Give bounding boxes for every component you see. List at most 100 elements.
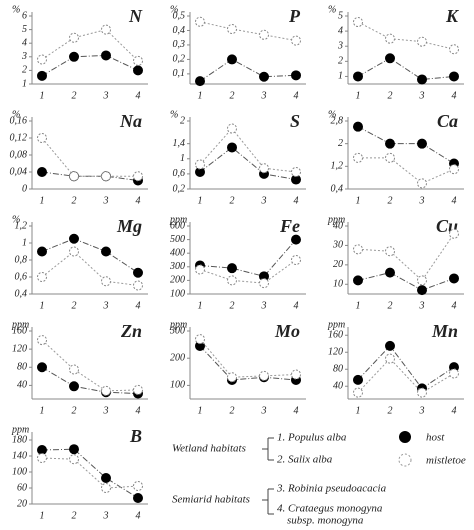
point: [37, 133, 47, 143]
point: [69, 233, 79, 244]
point: [227, 142, 237, 153]
point: [37, 246, 47, 257]
x-tick-label: 3: [419, 405, 425, 416]
x-tick-label: 3: [261, 300, 267, 311]
point: [227, 24, 237, 35]
point: [37, 54, 47, 65]
series-line: [41, 250, 139, 286]
y-tick-label: 0,4: [173, 25, 186, 36]
point: [133, 384, 143, 395]
point: [69, 381, 79, 392]
panel: % S 0,2 0,6 1 1,4 2 1 2 3 4: [170, 109, 306, 206]
legend-text: 4. Crataegus monogyna: [277, 503, 383, 515]
y-tick-label: 4: [338, 25, 343, 36]
panel-title: Mo: [274, 321, 300, 341]
x-tick-label: 1: [40, 90, 45, 101]
y-tick-label: 5: [22, 24, 27, 35]
panel-title: Fe: [279, 216, 300, 236]
point: [417, 74, 427, 85]
unit-label: ppm: [327, 319, 345, 330]
unit-label: %: [328, 109, 336, 120]
legend-text: Wetland habitats: [172, 443, 246, 455]
panel-title: P: [288, 6, 301, 26]
x-tick-label: 1: [356, 195, 361, 206]
series-line: [357, 126, 455, 164]
point: [227, 263, 237, 274]
series-line: [41, 238, 139, 274]
x-tick-label: 4: [452, 90, 457, 101]
point: [353, 121, 363, 132]
y-tick-label: 80: [17, 362, 27, 373]
point: [385, 152, 395, 163]
panel: ppm Mo 100 200 300 1 2 3 4: [169, 319, 306, 416]
y-tick-label: 140: [12, 450, 27, 461]
point: [133, 267, 143, 278]
panel: ppm Zn 40 80 120 160 1 2 3 4: [11, 319, 148, 416]
series-line: [357, 272, 455, 291]
series-line: [199, 239, 297, 277]
point: [195, 76, 205, 87]
panel: ppm B 20 60 100 140 180 1 2 3 4: [11, 424, 148, 521]
y-tick-label: 2,8: [331, 115, 344, 126]
point: [417, 275, 427, 286]
legend-text: Semiarid habitats: [172, 494, 250, 506]
unit-label: ppm: [11, 319, 29, 330]
y-tick-label: 10: [333, 279, 343, 290]
point: [449, 71, 459, 82]
point: [353, 17, 363, 28]
point: [449, 228, 459, 239]
y-tick-label: 2: [180, 115, 185, 126]
y-tick-label: 180: [12, 434, 27, 445]
point: [291, 167, 301, 177]
panel-title: S: [290, 111, 300, 131]
x-tick-label: 3: [261, 405, 267, 416]
y-tick-label: 0,6: [15, 271, 28, 282]
series-line: [41, 457, 139, 489]
y-tick-label: 20: [17, 498, 27, 509]
series-line: [357, 21, 455, 50]
unit-label: ppm: [327, 214, 345, 225]
series-line: [199, 127, 297, 173]
legend-text: host: [426, 432, 445, 444]
x-tick-label: 3: [419, 300, 425, 311]
point: [259, 278, 269, 289]
series-line: [358, 157, 455, 184]
panel-title: K: [445, 6, 460, 26]
point: [133, 55, 143, 66]
legend-text: 2. Salix alba: [277, 454, 333, 466]
x-tick-label: 2: [72, 300, 77, 311]
point: [133, 65, 143, 76]
unit-label: %: [170, 4, 178, 15]
y-tick-label: 200: [170, 352, 185, 363]
point: [259, 370, 269, 381]
unit-label: ppm: [169, 319, 187, 330]
legend: Wetland habitats Semiarid habitats 1. Po…: [172, 431, 466, 527]
y-tick-label: 0,4: [331, 183, 344, 194]
point: [259, 163, 269, 174]
point: [37, 362, 47, 373]
point: [195, 264, 205, 275]
y-tick-label: 1,2: [331, 161, 344, 172]
y-tick-label: 0,4: [15, 288, 28, 299]
series-line: [41, 339, 139, 392]
point: [385, 353, 395, 364]
point: [227, 123, 237, 134]
series-line: [41, 448, 139, 499]
x-tick-label: 3: [261, 195, 267, 206]
y-tick-label: 1,4: [173, 138, 186, 149]
point: [417, 138, 427, 149]
x-tick-label: 4: [136, 510, 141, 521]
x-tick-label: 4: [452, 405, 457, 416]
series-line: [357, 57, 455, 80]
point: [133, 171, 143, 182]
y-tick-label: 3: [337, 41, 343, 52]
point: [69, 454, 79, 465]
point: [353, 275, 363, 286]
x-tick-label: 4: [136, 195, 141, 206]
panel-title: B: [129, 426, 142, 446]
y-tick-label: 1: [22, 237, 27, 248]
point: [449, 368, 459, 379]
point: [101, 24, 111, 35]
point: [227, 372, 237, 383]
